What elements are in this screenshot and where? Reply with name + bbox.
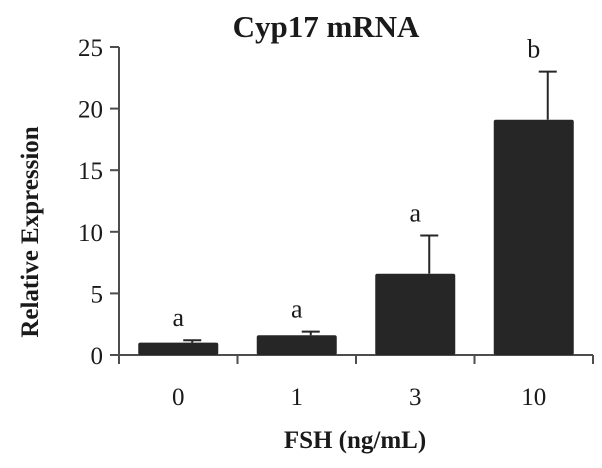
x-tick-label: 10 (521, 384, 546, 411)
y-tick-label: 15 (78, 158, 103, 185)
x-tick-label: 1 (291, 384, 304, 411)
y-tick-label: 0 (91, 343, 104, 370)
bar (493, 119, 574, 355)
y-ticks: 0 5 10 15 20 25 (78, 35, 119, 370)
x-ticks (118, 355, 594, 364)
x-tick-label: 3 (409, 384, 422, 411)
y-tick-label: 25 (78, 35, 103, 62)
bar (138, 342, 219, 355)
significance-label: a (172, 303, 184, 332)
y-tick-label: 20 (78, 97, 103, 124)
significance-label: a (291, 295, 303, 324)
y-tick-label: 10 (78, 220, 103, 247)
x-tick-label: 0 (172, 384, 185, 411)
bars: a 0 a 1 a 3 b 10 (138, 35, 574, 411)
significance-label: b (527, 35, 540, 64)
y-tick-label: 5 (91, 281, 104, 308)
chart-title: Cyp17 mRNA (233, 9, 420, 44)
y-axis-label: Relative Expression (17, 126, 44, 337)
bar (256, 335, 337, 355)
x-axis-label: FSH (ng/mL) (284, 427, 426, 454)
significance-label: a (409, 198, 421, 227)
bar (375, 273, 456, 355)
